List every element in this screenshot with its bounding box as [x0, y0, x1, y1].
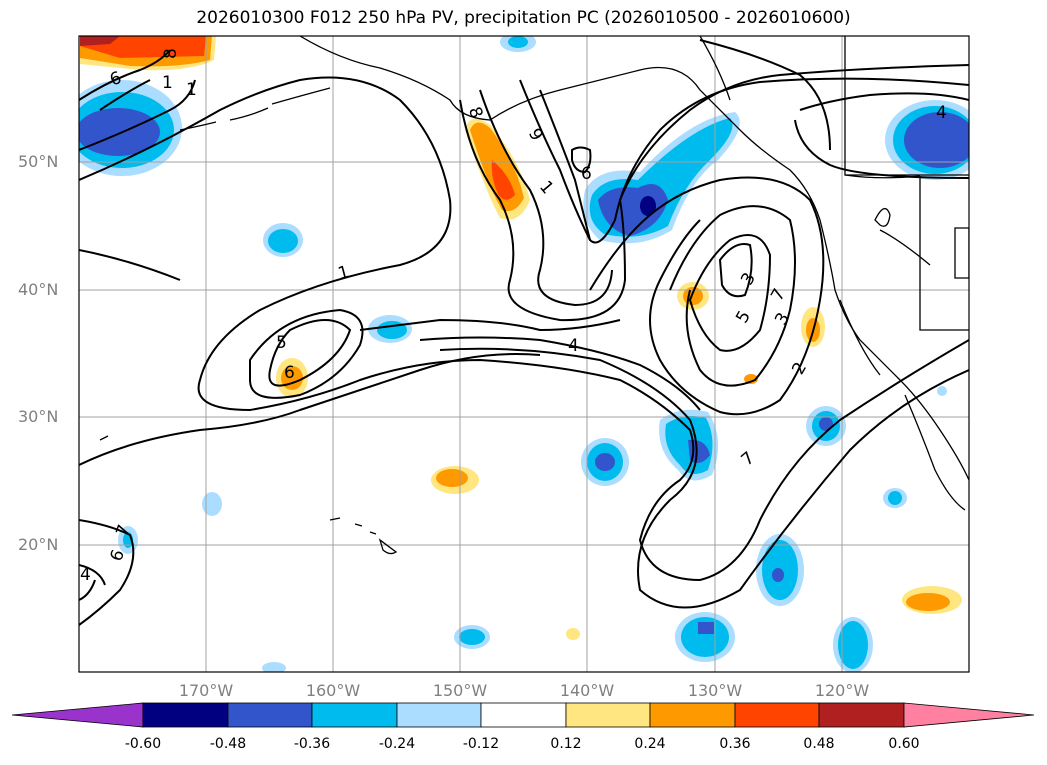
- chart-title: 2026010300 F012 250 hPa PV, precipitatio…: [196, 8, 851, 28]
- colorbar-tick: 0.24: [634, 736, 666, 752]
- contour-label: 4: [936, 103, 947, 123]
- colorbar-extend-left: [11, 702, 144, 728]
- colorbar-bin: [565, 702, 651, 728]
- colorbar-tick: 0.48: [803, 736, 835, 752]
- colorbar-bin: [142, 702, 229, 728]
- colorbar-bin: [311, 702, 398, 728]
- lat-label: 30°N: [18, 407, 59, 426]
- colorbar-tick: -0.36: [293, 736, 331, 752]
- precip-negative-shading: [79, 36, 969, 672]
- colorbar-bin: [480, 702, 567, 728]
- colorbar-bin: [818, 702, 905, 728]
- lat-label: 50°N: [18, 152, 59, 171]
- contour-label: 4: [80, 565, 91, 585]
- colorbar-bin: [227, 702, 313, 728]
- pv-contours: [79, 39, 969, 626]
- map-frame: [78, 35, 970, 673]
- lat-label: 20°N: [18, 535, 59, 554]
- colorbar: [11, 702, 1035, 728]
- colorbar-tick: -0.12: [462, 736, 500, 752]
- lon-label: 140°W: [559, 681, 615, 700]
- map-gridlines: [79, 36, 969, 672]
- colorbar-tick: -0.60: [124, 736, 162, 752]
- colorbar-tick: -0.48: [209, 736, 247, 752]
- contour-label: 5: [276, 333, 287, 353]
- lat-label: 40°N: [18, 280, 59, 299]
- contour-label: 6: [581, 164, 592, 184]
- contour-label: 8: [161, 48, 181, 59]
- contour-label: 1: [186, 80, 197, 100]
- lon-label: 170°W: [178, 681, 234, 700]
- lon-label: 160°W: [305, 681, 361, 700]
- colorbar-bin: [649, 702, 736, 728]
- colorbar-tick: 0.60: [888, 736, 920, 752]
- contour-label: 1: [162, 73, 173, 93]
- lon-label: 120°W: [814, 681, 870, 700]
- colorbar-tick: -0.24: [378, 736, 416, 752]
- colorbar-bin: [734, 702, 820, 728]
- contour-label: 4: [568, 336, 579, 356]
- colorbar-bin: [396, 702, 482, 728]
- lon-label: 130°W: [687, 681, 743, 700]
- precip-positive-shading: [80, 36, 962, 640]
- contour-label: 6: [284, 363, 295, 383]
- contour-label: 1: [336, 262, 352, 284]
- lon-label: 150°W: [432, 681, 488, 700]
- colorbar-tick: 0.12: [550, 736, 582, 752]
- colorbar-tick: 0.36: [719, 736, 751, 752]
- colorbar-extend-right: [903, 702, 1035, 728]
